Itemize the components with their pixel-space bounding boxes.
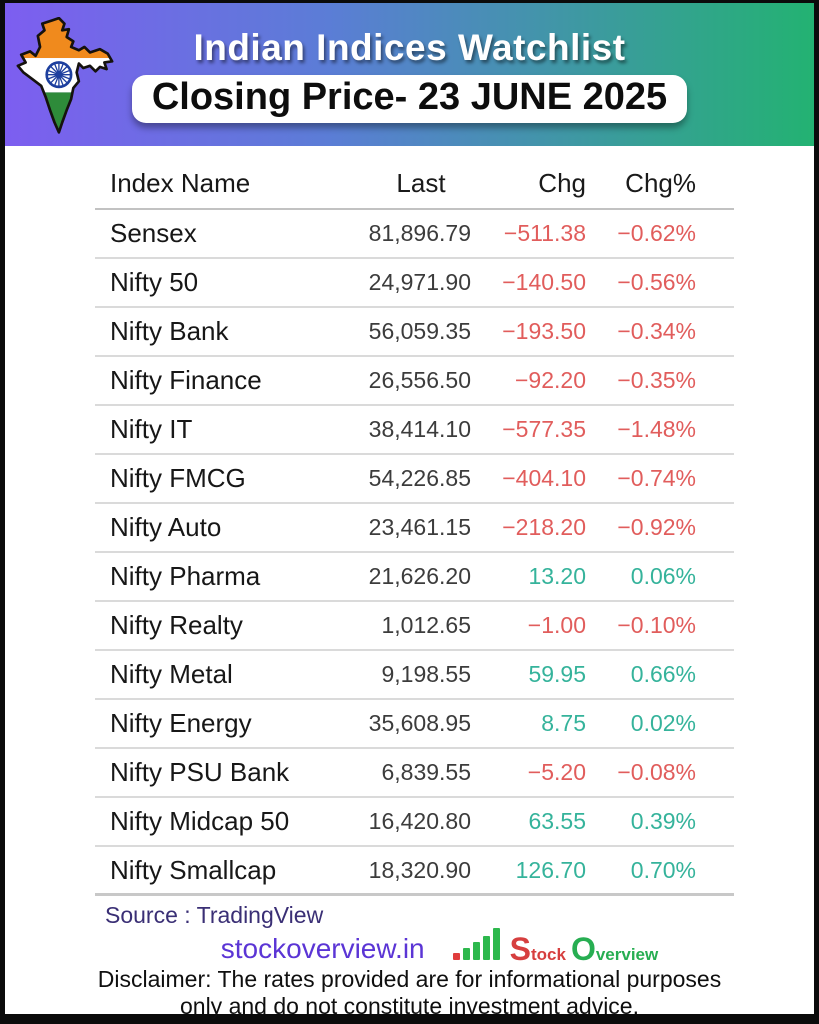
- last-value: 23,461.15: [368, 514, 471, 540]
- last-value: 9,198.55: [381, 661, 471, 687]
- website-text: stockoverview.in: [220, 933, 425, 964]
- change-percent: −0.08%: [617, 759, 696, 785]
- table-row: Nifty 50 24,971.90 −140.50 −0.56%: [95, 259, 734, 308]
- table-body: Sensex 81,896.79 −511.38 −0.62% Nifty 50…: [95, 210, 734, 896]
- table-row: Sensex 81,896.79 −511.38 −0.62%: [95, 210, 734, 259]
- table-row: Nifty Energy 35,608.95 8.75 0.02%: [95, 700, 734, 749]
- index-name: Nifty 50: [110, 267, 199, 297]
- index-name: Nifty Finance: [110, 365, 262, 395]
- change-percent: −0.10%: [617, 612, 696, 638]
- table-row: Nifty Midcap 50 16,420.80 63.55 0.39%: [95, 798, 734, 847]
- last-value: 56,059.35: [368, 318, 471, 344]
- change-percent: −0.56%: [617, 269, 696, 295]
- last-value: 21,626.20: [368, 563, 471, 589]
- index-name: Nifty Energy: [110, 708, 252, 738]
- change-value: −1.00: [527, 612, 586, 638]
- change-value: −92.20: [515, 367, 586, 393]
- change-value: −193.50: [502, 318, 586, 344]
- change-percent: −0.35%: [617, 367, 696, 393]
- disclaimer-text: Disclaimer: The rates provided are for i…: [5, 966, 814, 1020]
- change-value: −404.10: [502, 465, 586, 491]
- change-percent: 0.66%: [630, 661, 696, 687]
- last-value: 1,012.65: [381, 612, 471, 638]
- index-name: Nifty Realty: [110, 610, 243, 640]
- index-name: Nifty Pharma: [110, 561, 261, 591]
- last-value: 38,414.10: [368, 416, 471, 442]
- last-value: 6,839.55: [381, 759, 471, 785]
- change-value: −577.35: [502, 416, 586, 442]
- stock-overview-logo: Stock Overview: [452, 928, 659, 967]
- change-percent: −1.48%: [617, 416, 696, 442]
- brand-overview-label: Overview: [570, 931, 659, 967]
- table-row: Nifty Finance 26,556.50 −92.20 −0.35%: [95, 357, 734, 406]
- change-percent: 0.06%: [630, 563, 696, 589]
- last-value: 26,556.50: [368, 367, 471, 393]
- index-name: Nifty PSU Bank: [110, 757, 290, 787]
- column-header-chg: Chg: [538, 167, 586, 198]
- brand-stock-label: Stock: [509, 931, 566, 967]
- last-value: 16,420.80: [368, 808, 471, 834]
- last-value: 35,608.95: [368, 710, 471, 736]
- change-value: −511.38: [503, 220, 586, 246]
- header-banner: Indian Indices Watchlist Closing Price- …: [5, 3, 814, 146]
- change-value: 63.55: [528, 808, 586, 834]
- last-value: 54,226.85: [368, 465, 471, 491]
- brand-row: stockoverview.in Stock Overview: [5, 928, 814, 967]
- change-percent: −0.34%: [617, 318, 696, 344]
- source-label: Source : TradingView: [105, 902, 324, 928]
- index-name: Nifty Smallcap: [110, 854, 277, 885]
- brand-text: Stock Overview: [509, 931, 659, 967]
- column-header-chg-pct: Chg%: [625, 167, 696, 198]
- change-value: 126.70: [515, 856, 586, 883]
- change-value: 13.20: [528, 563, 586, 589]
- last-value: 81,896.79: [368, 220, 471, 246]
- index-name: Nifty IT: [110, 414, 193, 444]
- change-percent: 0.70%: [630, 856, 696, 883]
- table-row: Nifty Realty 1,012.65 −1.00 −0.10%: [95, 602, 734, 651]
- table-row: Nifty Bank 56,059.35 −193.50 −0.34%: [95, 308, 734, 357]
- disclaimer-line-1: Disclaimer: The rates provided are for i…: [97, 966, 722, 992]
- bar-chart-logo-icon: [452, 928, 500, 964]
- change-value: −140.50: [502, 269, 586, 295]
- column-header-index-name: Index Name: [110, 167, 251, 198]
- table-row: Nifty PSU Bank 6,839.55 −5.20 −0.08%: [95, 749, 734, 798]
- table-row: Nifty Pharma 21,626.20 13.20 0.06%: [95, 553, 734, 602]
- change-percent: 0.39%: [630, 808, 696, 834]
- last-value: 24,971.90: [368, 269, 471, 295]
- index-name: Nifty Midcap 50: [110, 806, 290, 836]
- index-name: Nifty Auto: [110, 512, 222, 542]
- table-row: Nifty Smallcap 18,320.90 126.70 0.70%: [95, 847, 734, 896]
- table-row: Nifty IT 38,414.10 −577.35 −1.48%: [95, 406, 734, 455]
- table-row: Nifty FMCG 54,226.85 −404.10 −0.74%: [95, 455, 734, 504]
- change-percent: −0.62%: [617, 220, 696, 246]
- india-map-icon: [11, 16, 129, 139]
- table-row: Nifty Auto 23,461.15 −218.20 −0.92%: [95, 504, 734, 553]
- table-header-row: Index Name Last Chg Chg%: [95, 158, 734, 210]
- index-name: Nifty Metal: [110, 659, 233, 689]
- table-row: Nifty Metal 9,198.55 59.95 0.66%: [95, 651, 734, 700]
- indices-table: Index Name Last Chg Chg% Sensex 81,896.7…: [95, 158, 734, 896]
- disclaimer-line-2: only and do not constitute investment ad…: [179, 993, 639, 1019]
- change-value: 8.75: [541, 710, 586, 736]
- page-title: Indian Indices Watchlist: [193, 26, 626, 68]
- change-value: 59.95: [528, 661, 586, 687]
- change-percent: 0.02%: [630, 710, 696, 736]
- change-percent: −0.74%: [617, 465, 696, 491]
- date-badge: Closing Price- 23 JUNE 2025: [131, 74, 688, 123]
- last-value: 18,320.90: [368, 856, 471, 883]
- index-name: Sensex: [110, 218, 197, 248]
- change-value: −218.20: [502, 514, 586, 540]
- index-name: Nifty Bank: [110, 316, 229, 346]
- column-header-last: Last: [396, 167, 446, 198]
- index-name: Nifty FMCG: [110, 463, 246, 493]
- change-value: −5.20: [527, 759, 586, 785]
- change-percent: −0.92%: [617, 514, 696, 540]
